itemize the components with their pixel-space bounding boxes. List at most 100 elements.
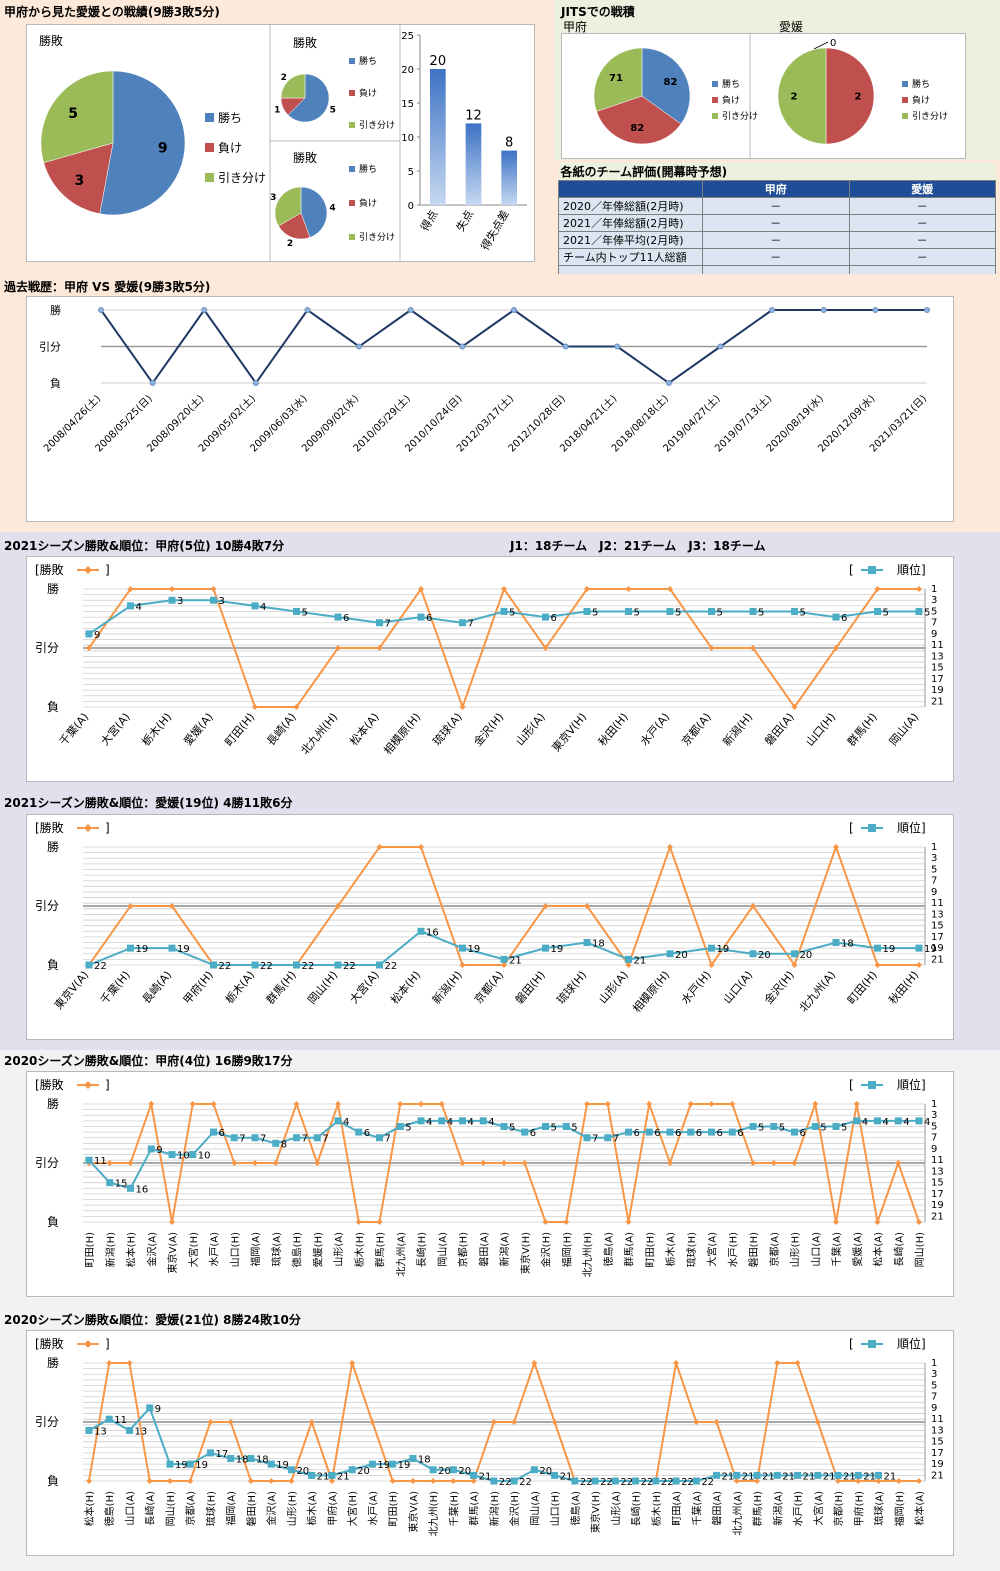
kofu-2021-rank-point xyxy=(666,607,674,615)
kofu-2020-result-point xyxy=(604,1101,611,1107)
kofu-2020-x-label: 群馬(A) xyxy=(623,1232,636,1267)
ehime-2021-rank-label: 20 xyxy=(758,950,771,961)
ehime-2021-x-label: 千葉(H) xyxy=(97,968,133,1007)
ehime-2020-x-label: 町田(H) xyxy=(389,1491,400,1526)
jits-kofu-pie-legend-label: 負け xyxy=(722,94,740,106)
kofu-2021-result-point xyxy=(750,645,756,651)
away-pie-legend-swatch xyxy=(349,166,355,172)
ehime-2020-rank-point xyxy=(490,1477,498,1485)
kofu-2021-result-point xyxy=(418,586,424,592)
kofu-2020-x-label: 磐田(A) xyxy=(477,1232,490,1267)
kofu-2021-x-label: 大宮(A) xyxy=(98,710,133,748)
kofu-2021-rank-label: 5 xyxy=(634,607,640,618)
ehime-2021-rank-point xyxy=(251,961,259,969)
jits-kofu-pie-legend-swatch xyxy=(712,113,718,119)
away-pie-legend-label: 勝ち xyxy=(359,163,377,175)
ehime-2021-x-label: 磐田(H) xyxy=(512,968,548,1007)
ehime-2021-rank-tick: 11 xyxy=(931,898,944,909)
evaluation-col-kofu: 甲府 xyxy=(702,180,850,198)
ehime-2020-rank-point xyxy=(105,1415,113,1423)
kofu-2020-result-point xyxy=(335,1101,341,1107)
kofu-2021-result-point xyxy=(335,645,341,651)
ehime-2020-rank-label: 21 xyxy=(762,1471,775,1482)
ehime-2020-rank-label: 21 xyxy=(884,1471,897,1482)
home-pie-legend-swatch xyxy=(349,122,355,128)
kofu-2021-rank-tick: 21 xyxy=(931,696,944,707)
ehime-2021-legend-results: [勝敗 xyxy=(35,820,64,835)
jits-title: JITSでの戦積 xyxy=(561,5,635,19)
ehime-2020-legend-bracket: [ xyxy=(849,1337,854,1351)
ehime-2020-x-label: 京都(A) xyxy=(184,1491,197,1526)
kofu-2021-rank-tick: 19 xyxy=(931,685,944,696)
h2h-y-label: 負 xyxy=(50,377,61,390)
kofu-2020-rank-label: 4 xyxy=(488,1117,494,1128)
h2h-point xyxy=(98,307,104,313)
ehime-2021-x-label: 東京V(A) xyxy=(51,968,91,1012)
ehime-2020-x-label: 新潟(A) xyxy=(771,1491,784,1526)
kofu-2021-result-point xyxy=(210,586,217,592)
jits-ehime-pie-label: 2 xyxy=(855,92,862,103)
jits-area: JITSでの戦積 甲府 愛媛 82 82 71 勝ち 負け 引き分け 0 2 2 勝ち 負け 引き分け xyxy=(555,0,1000,160)
evaluation-cell: － xyxy=(702,214,850,232)
evaluation-row-label: 2021／年俸平均(2月時) xyxy=(558,231,703,249)
kofu-2020-result-point xyxy=(874,1219,881,1225)
kofu-2021-result-point xyxy=(459,704,466,710)
kofu-2020-rank-point xyxy=(459,1117,466,1125)
ehime-2020-rank-point xyxy=(530,1466,538,1474)
h2h-section: 過去戦歴：甲府 VS 愛媛(9勝3敗5分) 負 引分 勝 2008/04/26(土) 2… xyxy=(0,274,1000,532)
ehime-2020-rank-point xyxy=(733,1471,741,1479)
kofu-2021-rank-tick: 15 xyxy=(931,663,944,674)
kofu-2020-rank-point xyxy=(542,1122,549,1130)
ehime-2020-rank-label: 19 xyxy=(276,1460,289,1471)
ehime-2020-rank-tick: 7 xyxy=(931,1392,937,1403)
ehime-2021-rank-tick: 19 xyxy=(931,943,944,954)
ehime-2020-rank-tick: 1 xyxy=(931,1358,937,1369)
ehime-2021-rank-label: 19 xyxy=(551,944,564,955)
kofu-2020-result-point xyxy=(272,1160,279,1166)
ehime-2020-result-point xyxy=(288,1478,295,1484)
ehime-2021-rank-tick: 15 xyxy=(931,921,944,932)
ehime-2020-x-label: 徳島(H) xyxy=(103,1491,116,1526)
ehime-2021-rank-point xyxy=(874,944,881,952)
kofu-2021-rank-point xyxy=(708,607,715,615)
kofu-2020-x-label: 山形(A) xyxy=(333,1232,345,1267)
evaluation-cell: － xyxy=(848,248,996,266)
ehime-2020-rank-label: 19 xyxy=(398,1460,411,1471)
jits-kofu-pie-legend-swatch xyxy=(712,81,718,87)
ehime-2021-legend-results-marker xyxy=(84,824,92,832)
kofu-2021-rank-tick: 3 xyxy=(931,595,937,606)
kofu-2020-result-point xyxy=(708,1101,715,1107)
kofu-2020-x-label: 琉球(H) xyxy=(685,1232,698,1267)
ehime-2021-rank-point xyxy=(334,961,342,969)
kofu-2020-x-label: 金沢(H) xyxy=(540,1232,553,1267)
kofu-2020-rank-label: 5 xyxy=(758,1122,764,1133)
evaluation-row-label: チーム内トップ11人総額 xyxy=(558,248,703,266)
bar-value-label: 20 xyxy=(430,54,447,69)
ehime-2021-x-label: 町田(H) xyxy=(845,969,880,1007)
ehime-2020-rank-label: 19 xyxy=(175,1460,188,1471)
kofu-2020-result-point xyxy=(418,1101,424,1107)
away-pie-slice xyxy=(278,212,311,240)
kofu-2020-result-point xyxy=(542,1219,549,1225)
jits-ehime-pie-label: 0 xyxy=(830,38,836,49)
ehime-2021-rank-tick: 17 xyxy=(931,932,944,943)
ehime-2021-result-point xyxy=(874,962,881,968)
kofu-2020-rank-point xyxy=(811,1122,819,1130)
ehime-2020-x-label: 磐田(H) xyxy=(245,1491,258,1526)
ehime-2020-rank-point xyxy=(85,1426,93,1434)
season-2021-section: 2021シーズン勝敗&順位：甲府(5位) 10勝4敗7分 J1：18チーム J2… xyxy=(0,532,1000,1050)
kofu-2020-result-point xyxy=(791,1160,798,1166)
kofu-2020-rank-label: 6 xyxy=(530,1128,536,1139)
kofu-2020-rank-tick: 17 xyxy=(931,1189,944,1200)
kofu-2021-legend-results-marker xyxy=(84,566,92,574)
ehime-2021-rank-point xyxy=(293,961,300,969)
jits-ehime-pie-legend-label: 負け xyxy=(912,94,930,106)
kofu-2021-rank-label: 5 xyxy=(924,607,930,618)
kofu-2021-rank-point xyxy=(500,607,508,615)
kofu-2020-rank-point xyxy=(168,1151,176,1159)
kofu-2020-x-label: 徳島(H) xyxy=(291,1232,304,1267)
kofu-2021-rank-label: 5 xyxy=(717,607,723,618)
ehime-2020-rank-point xyxy=(470,1471,478,1479)
kofu-2020-rank-label: 5 xyxy=(509,1122,515,1133)
ehime-2021-rank-label: 16 xyxy=(426,927,439,938)
